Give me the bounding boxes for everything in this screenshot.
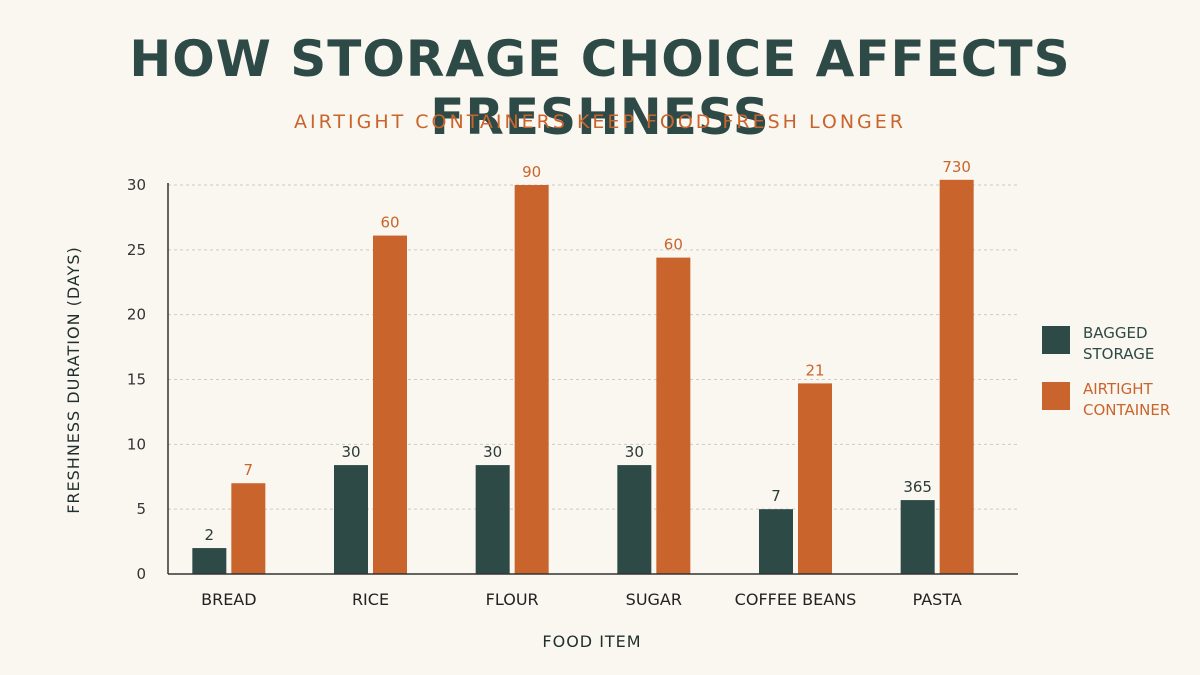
y-tick-label: 10 [127,435,146,453]
category-label: PASTA [913,590,962,609]
data-label: 365 [903,478,932,496]
legend-label: STORAGE [1083,345,1154,363]
category-label: FLOUR [486,590,539,609]
y-tick-label: 25 [127,241,146,259]
legend-label: AIRTIGHT [1083,380,1154,398]
data-label: 60 [380,214,399,232]
data-label: 90 [522,163,541,181]
bar-airtight-rice [373,235,407,574]
legend: BAGGED STORAGE AIRTIGHT CONTAINER [1042,324,1170,419]
data-label: 730 [942,158,971,176]
y-tick-labels: 0 5 10 15 20 25 30 [127,176,146,583]
data-label: 60 [664,236,683,254]
category-label: RICE [352,590,389,609]
category-label: BREAD [201,590,256,609]
chart-subtitle: AIRTIGHT CONTAINERS KEEP FOOD FRESH LONG… [294,111,906,133]
bar-airtight-sugar [656,257,691,574]
bar-bagged-bread [192,548,227,574]
y-tick-label: 15 [127,371,146,389]
bar-bagged-flour [475,465,510,574]
data-label: 30 [341,443,360,461]
bars [192,179,974,574]
bar-airtight-flour [514,185,549,574]
y-tick-label: 5 [136,500,146,518]
data-label: 7 [244,461,254,479]
data-label: 21 [805,361,824,379]
legend-swatch-airtight [1042,382,1070,410]
y-tick-label: 30 [127,176,146,194]
y-axis-title: FRESHNESS DURATION (DAYS) [64,246,83,514]
legend-label: BAGGED [1083,324,1148,342]
bar-bagged-pasta [900,500,935,574]
x-axis-title: FOOD ITEM [542,632,641,651]
category-labels: BREAD RICE FLOUR SUGAR COFFEE BEANS PASTA [201,590,962,609]
bar-airtight-bread [231,483,266,574]
y-tick-label: 20 [127,306,146,324]
data-label: 30 [483,443,502,461]
data-label: 2 [205,526,215,544]
data-label: 30 [625,443,644,461]
legend-swatch-bagged [1042,326,1070,354]
category-label: COFFEE BEANS [735,590,857,609]
gridlines [168,184,1018,510]
data-label: 7 [771,487,781,505]
chart-title: HOW STORAGE CHOICE AFFECTS FRESHNESS [129,30,1071,146]
bar-bagged-coffee-beans [759,509,793,574]
bar-bagged-rice [334,465,368,574]
y-tick-label: 0 [136,565,146,583]
bar-bagged-sugar [617,465,652,574]
legend-label: CONTAINER [1083,401,1170,419]
category-label: SUGAR [626,590,682,609]
bar-airtight-pasta [939,179,974,574]
bar-airtight-coffee-beans [798,383,832,574]
